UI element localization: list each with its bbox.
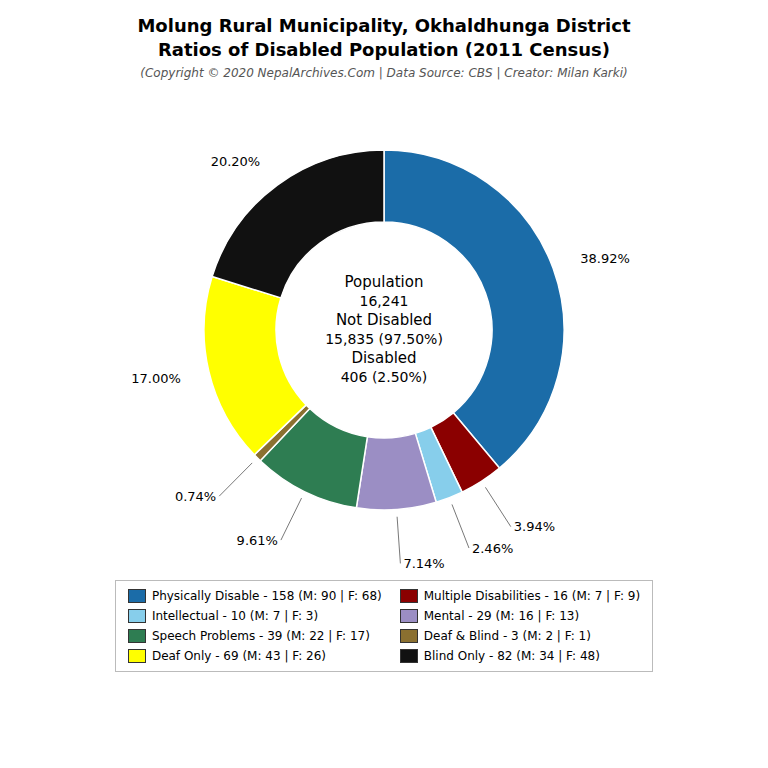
svg-text:20.20%: 20.20%	[211, 154, 261, 169]
svg-text:7.14%: 7.14%	[403, 556, 444, 571]
html-text:406 (2.50%): 406 (2.50%)	[340, 369, 428, 385]
html-text:Not Disabled: Not Disabled	[335, 311, 433, 329]
html-text:Deaf Only - 69 (M: 43 | F: 26): Deaf Only - 69 (M: 43 | F: 26)	[151, 649, 327, 663]
svg-text:3.94%: 3.94%	[514, 519, 555, 534]
html-text:Deaf & Blind - 3 (M: 2 | F: 1): Deaf & Blind - 3 (M: 2 | F: 1)	[423, 629, 591, 643]
html-text:15,835 (97.50%): 15,835 (97.50%)	[325, 331, 443, 347]
html-text:Intellectual - 10 (M: 7 | F: 3: Intellectual - 10 (M: 7 | F: 3)	[151, 609, 319, 623]
html-text:Mental - 29 (M: 16 | F: 13): Mental - 29 (M: 16 | F: 13)	[423, 609, 580, 623]
html-text:Population: Population	[344, 273, 424, 291]
html-text:Blind Only - 82 (M: 34 | F: 48: Blind Only - 82 (M: 34 | F: 48)	[423, 649, 600, 663]
svg-text:2.46%: 2.46%	[472, 541, 513, 556]
html-text:Speech Problems - 39 (M: 22 |: Speech Problems - 39 (M: 22 | F: 17)	[151, 629, 370, 643]
html-text:Multiple Disabilities - 16 (M:: Multiple Disabilities - 16 (M: 7 | F: 9)	[423, 589, 641, 603]
html-text:Physically Disable - 158 (M: 9: Physically Disable - 158 (M: 90 | F: 68)	[151, 589, 382, 603]
html-text:Molung Rural Municipality, Okh: Molung Rural Municipality, Okhaldhunga D…	[137, 15, 631, 36]
svg-text:17.00%: 17.00%	[131, 371, 181, 386]
svg-text:9.61%: 9.61%	[237, 533, 278, 548]
html-text:Disabled: Disabled	[351, 349, 417, 367]
html-text:Ratios of Disabled Population: Ratios of Disabled Population (2011 Cens…	[158, 39, 610, 60]
html-text:(Copyright © 2020 NepalArchive: (Copyright © 2020 NepalArchives.Com | Da…	[140, 66, 628, 80]
svg-text:0.74%: 0.74%	[175, 489, 216, 504]
html-text:16,241: 16,241	[359, 293, 409, 309]
svg-text:38.92%: 38.92%	[580, 251, 630, 266]
